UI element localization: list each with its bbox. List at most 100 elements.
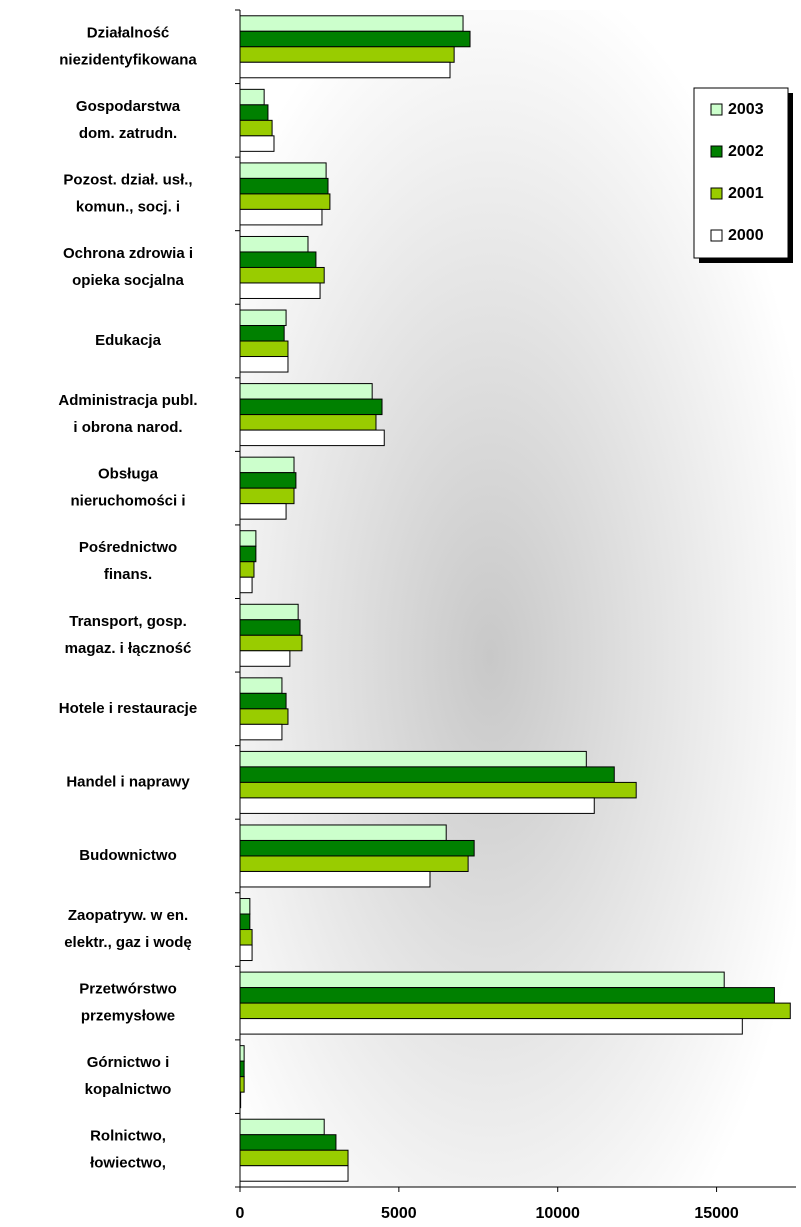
bar: [239, 576, 253, 594]
bar: [239, 340, 289, 358]
bar: [239, 692, 287, 710]
bar: [239, 913, 251, 931]
bar: [239, 898, 251, 915]
bar: [239, 723, 283, 741]
category-label: nieruchomości i: [70, 493, 185, 510]
bar: [239, 193, 331, 210]
bar: [239, 677, 283, 694]
bar: [239, 650, 291, 667]
bar: [239, 708, 289, 725]
bar: [239, 929, 253, 946]
bar: [239, 870, 431, 888]
bar: [239, 235, 309, 253]
category-label: finans.: [104, 566, 152, 583]
category-label: komun., socj. i: [76, 198, 180, 215]
bar: [239, 472, 297, 489]
bar: [239, 603, 299, 621]
bar: [239, 15, 464, 32]
bar: [239, 824, 447, 841]
bar: [239, 266, 325, 284]
bar: [239, 766, 615, 783]
legend-label: 2001: [728, 185, 764, 202]
bar: [239, 839, 475, 857]
bar: [239, 282, 321, 299]
category-label: Pośrednictwo: [79, 539, 177, 556]
bar: [239, 46, 455, 63]
legend-label: 2003: [728, 101, 764, 118]
bar: [239, 944, 253, 962]
bar: [239, 398, 383, 416]
bar: [239, 325, 285, 342]
category-label: Administracja publ.: [58, 392, 197, 409]
bar: [239, 414, 377, 431]
category-label: Obsługa: [98, 466, 159, 483]
category-label: dom. zatrudn.: [79, 125, 177, 142]
bar: [239, 30, 471, 48]
category-label: Działalność: [87, 24, 170, 41]
category-label: Handel i naprawy: [66, 773, 190, 790]
category-label: Zaopatryw. w en.: [68, 907, 188, 924]
bar: [239, 1002, 791, 1020]
x-tick-label: 15000: [694, 1205, 739, 1222]
bar: [239, 61, 451, 79]
category-label: Edukacja: [95, 332, 162, 349]
legend-label: 2002: [728, 143, 764, 160]
bar: [239, 119, 273, 137]
category-label: Górnictwo i: [87, 1054, 170, 1071]
category-label: i obrona narod.: [73, 419, 182, 436]
category-label: Transport, gosp.: [69, 613, 187, 630]
bar: [239, 429, 385, 447]
bar: [239, 634, 303, 652]
bar: [239, 1018, 743, 1035]
category-label: niezidentyfikowana: [59, 51, 197, 68]
legend-swatch: [710, 229, 723, 242]
bar: [239, 781, 637, 799]
bar: [239, 456, 295, 474]
bar: [239, 356, 289, 373]
category-label: opieka socjalna: [72, 272, 184, 289]
bar: [239, 971, 725, 989]
bar: [239, 135, 275, 152]
bar: [239, 162, 327, 179]
category-label: kopalnictwo: [85, 1081, 172, 1098]
legend-swatch: [710, 187, 723, 200]
bar: [239, 251, 317, 268]
bar: [239, 750, 587, 768]
bar: [239, 1045, 245, 1062]
category-label: elektr., gaz i wodę: [64, 934, 192, 951]
bar: [239, 1134, 337, 1151]
legend-swatch: [710, 145, 723, 158]
bar: [239, 1118, 325, 1136]
bar: [239, 619, 301, 636]
category-label: Gospodarstwa: [76, 98, 181, 115]
bar: [239, 987, 775, 1004]
bar: [239, 383, 373, 400]
bar: [239, 487, 295, 505]
bar: [239, 1060, 245, 1078]
bar: [239, 309, 287, 327]
category-label: przemysłowe: [81, 1008, 175, 1025]
bar: [239, 208, 323, 226]
bar: [239, 1149, 349, 1167]
bar: [239, 1076, 245, 1093]
category-label: Rolnictwo,: [90, 1128, 166, 1145]
x-tick-label: 0: [236, 1205, 245, 1222]
bar: [239, 797, 595, 814]
category-label: Przetwórstwo: [79, 981, 177, 998]
legend-label: 2000: [728, 227, 764, 244]
bar: [239, 503, 287, 520]
category-label: Pozost. dział. usł.,: [63, 171, 192, 188]
category-label: Budownictwo: [79, 847, 177, 864]
category-label: magaz. i łączność: [65, 640, 192, 657]
bar: [239, 1165, 349, 1182]
category-label: Ochrona zdrowia i: [63, 245, 193, 262]
bar: [239, 177, 329, 195]
category-label: Hotele i restauracje: [59, 700, 197, 717]
bar: [239, 104, 269, 121]
category-label: łowiectwo,: [90, 1155, 166, 1172]
legend-swatch: [710, 103, 723, 116]
x-tick-label: 5000: [381, 1205, 417, 1222]
bar: [239, 530, 257, 547]
bar: [239, 88, 265, 106]
